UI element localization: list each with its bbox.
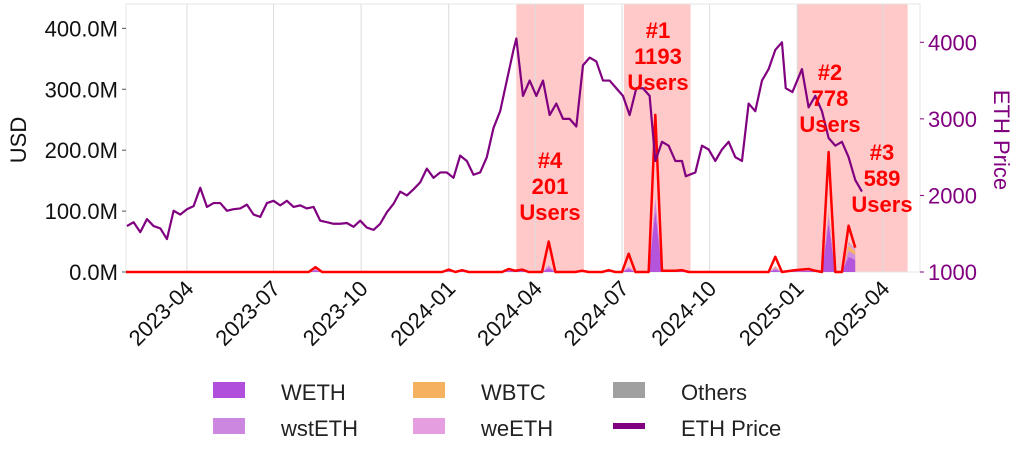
legend-label: ETH Price bbox=[681, 416, 781, 441]
x-tick-label: 2023-10 bbox=[298, 276, 373, 351]
annotation-unit: Users bbox=[627, 70, 688, 95]
x-axis: 2023-04 2023-07 2023-10 2024-01 2024-04 2024-… bbox=[124, 276, 895, 351]
annotation-rank: #4 bbox=[538, 148, 563, 173]
y-right-tick-label: 4000 bbox=[928, 30, 977, 55]
legend: WETH WBTC Others wstETH weETH ETH Price bbox=[213, 380, 781, 441]
y-tick-label: 100.0M bbox=[45, 199, 118, 224]
annotation-count: 201 bbox=[532, 174, 569, 199]
annotation-unit: Users bbox=[519, 200, 580, 225]
y-axis-right-label: ETH Price bbox=[989, 90, 1014, 190]
area-others bbox=[126, 195, 856, 272]
y-right-tick-label: 3000 bbox=[928, 107, 977, 132]
area-weth bbox=[126, 211, 856, 272]
y-tick-label: 200.0M bbox=[45, 138, 118, 163]
y-tick-label: 400.0M bbox=[45, 16, 118, 41]
y-tick-label: 300.0M bbox=[45, 77, 118, 102]
y-tick-label: 0.0M bbox=[69, 260, 118, 285]
grid-lines bbox=[186, 4, 884, 272]
area-weeth bbox=[126, 195, 856, 272]
legend-swatch bbox=[413, 382, 445, 398]
legend-swatch bbox=[613, 382, 645, 398]
y-axis-left: 0.0M 100.0M 200.0M 300.0M 400.0M bbox=[45, 16, 126, 285]
annotation-unit: Users bbox=[799, 112, 860, 137]
stacked-areas bbox=[126, 195, 856, 272]
highlight-span bbox=[516, 4, 584, 272]
y-right-tick-label: 1000 bbox=[928, 260, 977, 285]
annotation-unit: Users bbox=[851, 192, 912, 217]
annotation-rank: #2 bbox=[818, 60, 842, 85]
x-tick-label: 2023-04 bbox=[124, 276, 199, 351]
legend-label: wstETH bbox=[280, 416, 358, 441]
legend-label: WETH bbox=[281, 380, 346, 405]
legend-swatch bbox=[213, 382, 245, 398]
eth-price-series bbox=[126, 37, 863, 241]
x-tick-label: 2025-01 bbox=[734, 276, 809, 351]
total-line bbox=[126, 113, 857, 274]
legend-label: WBTC bbox=[481, 380, 546, 405]
annotation-count: 778 bbox=[812, 86, 849, 111]
eth-price-line bbox=[126, 37, 863, 241]
annotation-rank: #1 bbox=[646, 18, 670, 43]
legend-line-swatch bbox=[613, 423, 645, 429]
x-tick-label: 2024-07 bbox=[559, 276, 634, 351]
legend-label: Others bbox=[681, 380, 747, 405]
y-right-tick-label: 2000 bbox=[928, 183, 977, 208]
legend-swatch bbox=[213, 418, 245, 434]
legend-label: weETH bbox=[480, 416, 553, 441]
annotation-count: 589 bbox=[864, 166, 901, 191]
y-axis-right: 1000 2000 3000 4000 bbox=[920, 30, 977, 285]
total-volume-line bbox=[126, 113, 857, 274]
x-tick-label: 2025-04 bbox=[820, 276, 895, 351]
highlight-span bbox=[797, 4, 908, 272]
x-tick-label: 2023-07 bbox=[210, 276, 285, 351]
annotation-rank: #3 bbox=[870, 140, 894, 165]
annotation-count: 1193 bbox=[634, 44, 682, 69]
legend-swatch bbox=[413, 418, 445, 434]
x-tick-label: 2024-01 bbox=[386, 276, 461, 351]
x-tick-label: 2024-10 bbox=[646, 276, 721, 351]
x-tick-label: 2024-04 bbox=[472, 276, 547, 351]
y-axis-label: USD bbox=[6, 117, 31, 163]
